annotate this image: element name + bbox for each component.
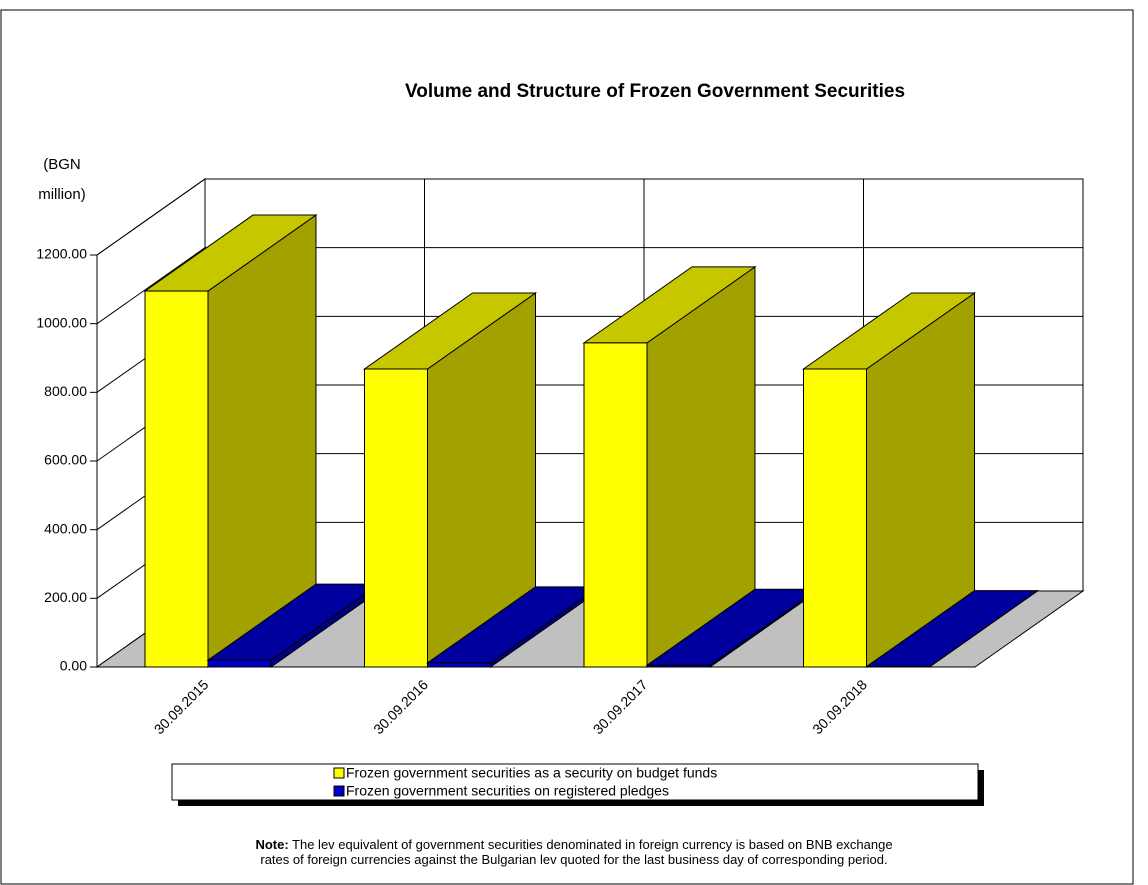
x-tick-label: 30.09.2018 — [809, 676, 870, 737]
y-tick-label: 200.00 — [44, 589, 87, 605]
legend-swatch — [333, 785, 345, 797]
note-text: rates of foreign currencies against the … — [260, 852, 888, 867]
chart-title: Volume and Structure of Frozen Governmen… — [405, 81, 905, 102]
bar-front — [144, 290, 209, 668]
y-tick-label: 1000.00 — [36, 314, 87, 330]
bar — [143, 214, 318, 668]
legend — [171, 763, 979, 801]
note: Note: The lev equivalent of government s… — [0, 837, 1148, 867]
legend-label: Frozen government securities as a securi… — [346, 765, 717, 781]
bar — [801, 292, 977, 668]
y-tick-label: 0.00 — [60, 658, 87, 674]
note-text: The lev equivalent of government securit… — [292, 837, 893, 852]
bar-front — [803, 368, 867, 668]
legend-label: Frozen government securities on register… — [346, 783, 669, 799]
plot: 0.00 200.00 400.00 600.00 800.00 1000.00 1200.… — [36, 178, 1085, 737]
grid-line — [96, 178, 1083, 256]
legend-items: Frozen government securities as a securi… — [333, 765, 717, 799]
note-label: Note: — [255, 837, 289, 852]
bar — [582, 265, 757, 668]
bar-front — [364, 368, 428, 668]
bar-front — [207, 659, 272, 668]
y-tick-label: 800.00 — [44, 383, 87, 399]
x-tick-label: 30.09.2017 — [590, 676, 651, 737]
bar — [425, 585, 601, 668]
bar — [864, 589, 1040, 668]
bar-front — [427, 662, 491, 668]
x-tick-label: 30.09.2016 — [370, 676, 431, 737]
bar — [362, 292, 538, 668]
y-tick-label: 1200.00 — [36, 246, 87, 262]
x-tick-label: 30.09.2015 — [151, 676, 212, 737]
bar-front — [583, 342, 648, 668]
frame — [0, 9, 1134, 885]
grid-line — [96, 247, 1083, 325]
y-tick-label: 400.00 — [44, 520, 87, 536]
y-tick-label: 600.00 — [44, 452, 87, 468]
legend-swatch — [333, 767, 345, 779]
bar-front — [646, 664, 711, 668]
y-axis-label: (BGN million) — [38, 156, 86, 203]
